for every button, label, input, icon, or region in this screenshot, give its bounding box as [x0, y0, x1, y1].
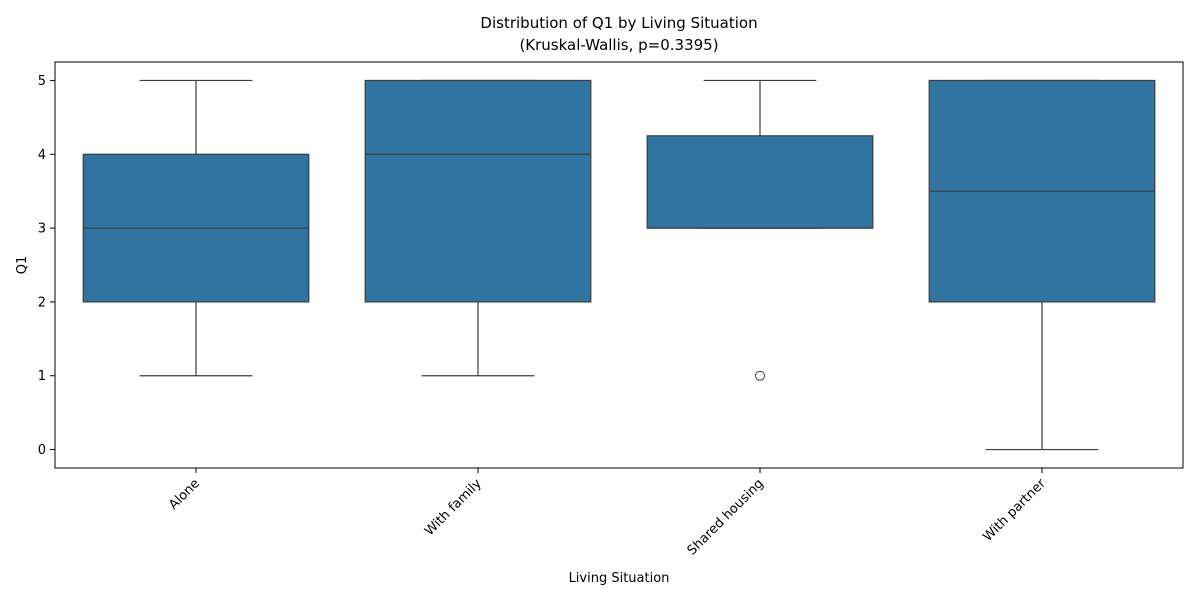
plot-frame [54, 61, 1184, 469]
y-tick-label: 2 [38, 295, 46, 310]
iqr-box [364, 79, 592, 303]
y-axis-label: Q1 [15, 256, 30, 275]
y-tick-label: 3 [38, 222, 46, 237]
x-tick-label: With partner [980, 476, 1049, 545]
y-tick-label: 4 [38, 148, 46, 163]
y-tick-label: 1 [38, 369, 46, 384]
y-tick-label: 0 [38, 443, 46, 458]
x-tick-label: Alone [166, 476, 203, 513]
plot-area: 0 1 2 3 4 5 Alone With family Shared housing With… [38, 74, 1156, 558]
x-axis-label: Living Situation [569, 571, 670, 586]
outlier-point [755, 370, 765, 381]
chart-subtitle: (Kruskal-Wallis, p=0.3395) [519, 36, 718, 54]
iqr-box [646, 135, 874, 229]
x-tick-label: Shared housing [685, 476, 767, 558]
chart-title: Distribution of Q1 by Living Situation [480, 14, 757, 32]
y-tick-label: 5 [38, 74, 46, 89]
x-tick-label: With family [422, 476, 485, 539]
